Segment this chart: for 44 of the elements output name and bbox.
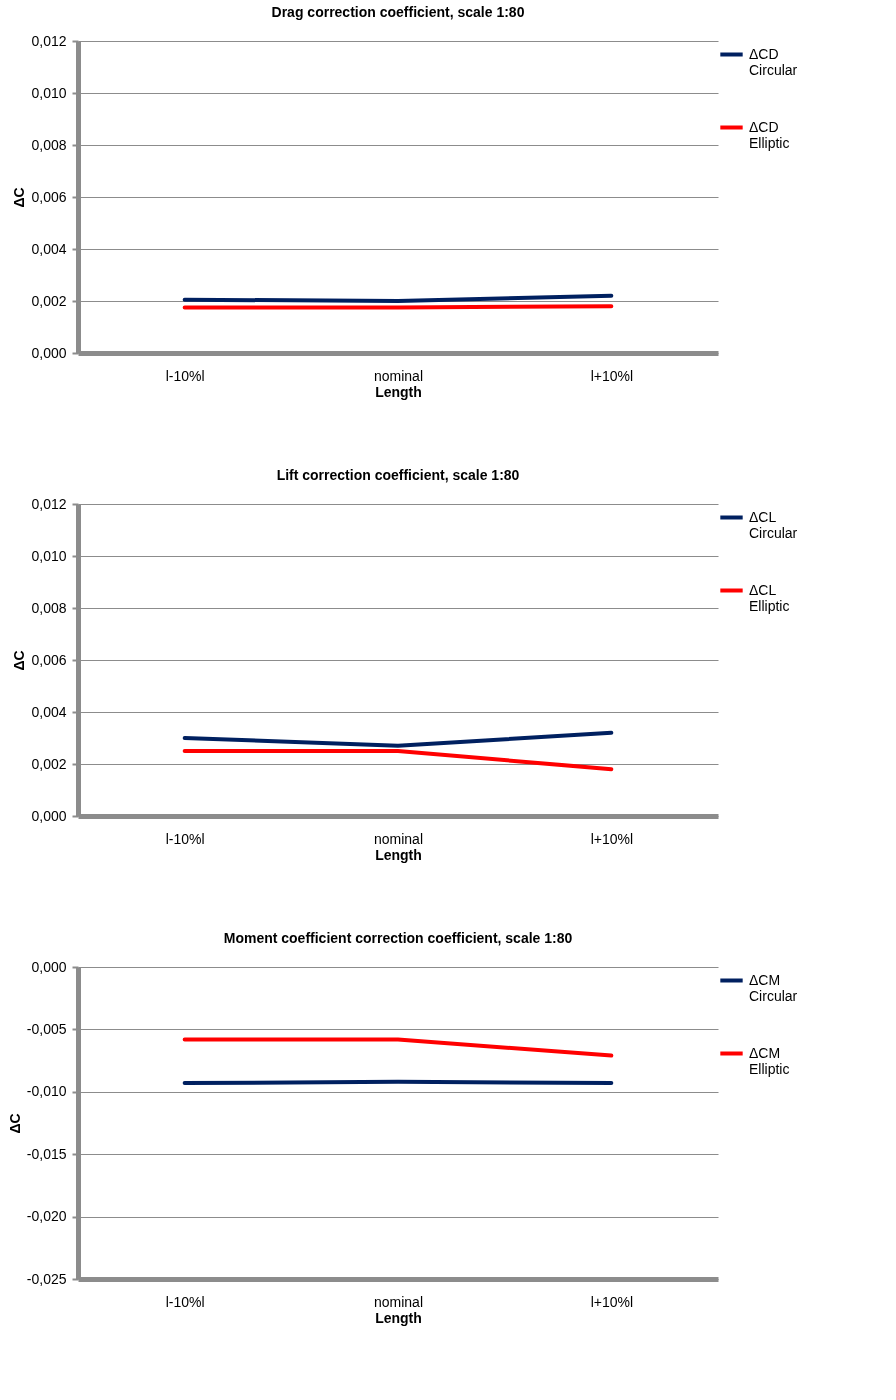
chart-title: Moment coefficient correction coefficient, scale 1:80 [223,930,573,946]
legend-label: ΔCM Elliptic [749,1044,790,1077]
legend-label: ΔCD Elliptic [749,118,790,151]
x-axis-title: Length [375,1309,422,1326]
legend-label: ΔCD Circular [749,45,798,78]
y-tick-label: 0,006 [31,651,67,668]
x-tick-label: l+10%l [590,1293,634,1310]
legend-label: ΔCM Circular [749,971,798,1004]
y-tick-label: -0,025 [26,1270,67,1287]
x-tick-label: nominal [373,830,424,847]
x-tick-label: nominal [373,1293,424,1310]
x-tick-label: l-10%l [165,1293,205,1310]
y-tick-label: -0,005 [26,1020,67,1037]
y-axis-title: ΔC [11,650,28,671]
y-tick-label: 0,000 [31,807,67,824]
y-axis-title: ΔC [6,1113,23,1134]
y-tick-label: 0,004 [31,703,67,720]
y-tick-label: 0,010 [31,547,67,564]
x-tick-label: l+10%l [590,830,634,847]
x-tick-label: nominal [373,367,424,384]
y-tick-label: 0,008 [31,136,67,153]
y-tick-label: -0,010 [26,1083,67,1100]
y-tick-label: 0,012 [31,495,67,512]
y-tick-label: 0,000 [31,958,67,975]
legend-label: ΔCL Circular [749,508,798,541]
y-tick-label: 0,002 [31,292,67,309]
x-axis-title: Length [375,383,422,400]
x-axis-title: Length [375,846,422,863]
y-tick-label: 0,002 [31,755,67,772]
y-tick-label: 0,000 [31,344,67,361]
y-tick-label: -0,020 [26,1208,67,1225]
legend-label: ΔCL Elliptic [749,581,790,614]
y-tick-label: 0,012 [31,32,67,49]
y-tick-label: 0,004 [31,240,67,257]
y-tick-label: 0,006 [31,188,67,205]
x-tick-label: l-10%l [165,830,205,847]
chart-title: Drag correction coefficient, scale 1:80 [271,4,525,20]
chart-title: Lift correction coefficient, scale 1:80 [276,467,520,483]
x-tick-label: l-10%l [165,367,205,384]
y-axis-title: ΔC [11,187,28,208]
y-tick-label: 0,008 [31,599,67,616]
y-tick-label: 0,010 [31,84,67,101]
y-tick-label: -0,015 [26,1145,67,1162]
x-tick-label: l+10%l [590,367,634,384]
